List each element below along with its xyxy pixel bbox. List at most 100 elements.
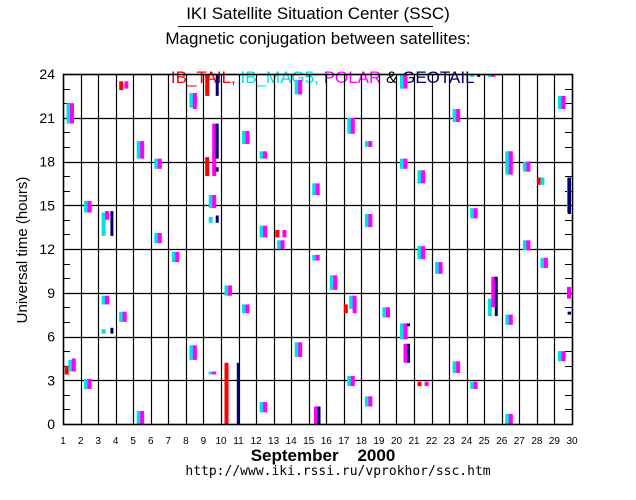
conjugation-bar-polar <box>438 262 443 274</box>
conjugation-bar-polar <box>508 413 513 424</box>
conjugation-bar-ib-mag5 <box>470 381 475 389</box>
x-tick-label: 18 <box>356 436 368 447</box>
x-tick-label: 20 <box>391 436 403 447</box>
conjugation-bar-ib-mag5 <box>136 141 141 159</box>
x-tick-label: 29 <box>549 436 561 447</box>
conjugation-bar-ib-mag5 <box>400 158 404 169</box>
conjugation-bar-ib-mag5 <box>119 311 124 322</box>
conjugation-bar-polar <box>263 225 268 238</box>
y-tick-label: 9 <box>47 285 55 301</box>
conjugation-bar-polar <box>315 254 320 261</box>
conjugation-bar-polar <box>561 351 566 362</box>
conjugation-bar-polar <box>368 141 373 147</box>
conjugation-bar-geotail <box>215 167 219 172</box>
conjugation-bar-polar <box>473 208 478 219</box>
x-tick-label: 24 <box>461 436 473 447</box>
conjugation-bar-polar <box>526 240 531 251</box>
legend: IB_TAIL, IB_MAG5, POLAR & GEOTAIL <box>0 48 636 88</box>
conjugation-bar-polar <box>140 410 145 424</box>
conjugation-bar-ib-mag5 <box>470 74 475 77</box>
conjugation-bar-polar <box>456 109 461 123</box>
conjugation-bar-ib-tail <box>275 230 280 238</box>
conjugation-bar-ib-mag5 <box>347 375 352 387</box>
conjugation-bar-ib-mag5 <box>224 285 229 296</box>
x-tick-label: 22 <box>426 436 438 447</box>
legend-ampersand: & <box>381 68 403 87</box>
conjugation-bar-polar <box>212 161 217 177</box>
conjugation-bar-polar <box>87 200 92 213</box>
conjugation-bar-ib-mag5 <box>400 323 404 340</box>
x-tick-label: 16 <box>321 436 333 447</box>
conjugation-bar-polar <box>70 103 74 124</box>
conjugation-bar-ib-mag5 <box>259 402 264 413</box>
conjugation-bar-polar <box>282 230 287 238</box>
x-tick-label: 21 <box>408 436 420 447</box>
x-tick-label: 3 <box>95 436 101 447</box>
conjugation-bar-ib-mag5 <box>364 141 369 147</box>
x-tick-label: 14 <box>286 436 298 447</box>
conjugation-bar-polar <box>508 151 513 175</box>
conjugation-bar-polar <box>473 381 478 389</box>
conjugation-bar-polar <box>403 343 408 363</box>
conjugation-bar-ib-mag5 <box>347 117 352 134</box>
conjugation-bar-geotail <box>407 323 410 327</box>
conjugation-bar-ib-mag5 <box>277 240 282 250</box>
conjugation-bar-ib-mag5 <box>452 109 457 123</box>
conjugation-bar-ib-mag5 <box>417 246 422 260</box>
x-tick-label: 26 <box>496 436 508 447</box>
conjugation-bar-ib-mag5 <box>154 158 159 169</box>
conjugation-bar-ib-mag5 <box>558 95 562 109</box>
conjugation-bar-geotail <box>215 215 219 223</box>
conjugation-bar-ib-mag5 <box>171 251 176 263</box>
x-tick-label: 6 <box>148 436 154 447</box>
source-url: http://www.iki.rssi.ru/vprokhor/ssc.htm <box>185 464 491 479</box>
y-tick-label: 0 <box>47 416 55 432</box>
conjugation-bar-ib-mag5 <box>259 151 264 159</box>
conjugation-bar-polar <box>71 358 76 372</box>
x-tick-label: 13 <box>268 436 280 447</box>
conjugation-bar-geotail <box>236 362 240 425</box>
conjugation-bar-ib-mag5 <box>259 225 264 238</box>
conjugation-bar-geotail <box>494 276 498 317</box>
conjugation-bar-ib-mag5 <box>189 345 194 360</box>
conjugation-bar-ib-mag5 <box>68 359 73 372</box>
conjugation-bar-ib-mag5 <box>487 74 492 77</box>
x-tick-label: 25 <box>479 436 491 447</box>
x-tick-labels: 1 2 3 4 5 6 7 8 9 10 11 12 13 14 15 16 17 18 19 20 21 22 23 24 2… <box>60 436 578 447</box>
conjugation-bar-ib-tail <box>417 381 422 387</box>
conjugation-bar-ib-mag5 <box>101 295 106 305</box>
x-tick-label: 15 <box>303 436 315 447</box>
conjugation-bar-polar <box>140 141 145 159</box>
conjugation-bar-polar <box>543 257 548 268</box>
conjugation-bar-ib-tail <box>119 81 124 91</box>
conjugation-bar-ib-mag5 <box>522 161 527 172</box>
y-tick-label: 15 <box>39 197 55 213</box>
conjugation-bar-geotail <box>110 211 114 236</box>
conjugation-bar-ib-mag5 <box>208 195 213 209</box>
conjugation-bar-polar <box>124 81 129 89</box>
conjugation-bar-polar <box>212 371 217 375</box>
conjugation-bar-ib-mag5 <box>522 240 527 251</box>
conjugation-bar-ib-tail <box>64 365 69 375</box>
conjugation-bar-polar <box>368 214 373 228</box>
conjugation-bar-polar <box>87 378 92 389</box>
conjugation-bar-ib-mag5 <box>84 378 89 389</box>
conjugation-bar-polar <box>567 286 571 299</box>
conjugation-bar-ib-mag5 <box>487 298 492 317</box>
conjugation-bar-ib-tail <box>205 74 210 96</box>
conjugation-bar-geotail <box>568 311 571 315</box>
conjugation-bar-ib-mag5 <box>435 262 440 274</box>
x-tick-label: 23 <box>444 436 456 447</box>
legend-geotail: GEOTAIL <box>402 68 475 87</box>
y-tick-label: 18 <box>39 154 55 170</box>
conjugation-bar-polar <box>424 381 429 387</box>
conjugation-bar-ib-tail <box>224 362 229 425</box>
conjugation-bar-ib-mag5 <box>382 307 387 318</box>
y-tick-label: 21 <box>39 110 55 126</box>
legend-polar: POLAR <box>318 68 382 87</box>
conjugation-bar-polar <box>403 158 408 169</box>
conjugation-bar-polar <box>192 345 197 360</box>
conjugation-bar-ib-mag5 <box>189 93 194 108</box>
y-tick-label: 12 <box>39 241 55 257</box>
